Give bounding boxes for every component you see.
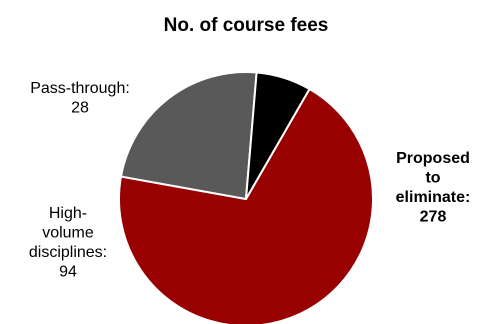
slice-label-2-line-2: volume xyxy=(42,225,94,242)
slice-label-3-line-1: Pass-through: xyxy=(30,80,130,97)
slice-label-1-line-3: eliminate: xyxy=(396,189,471,206)
slice-label-2: High-volume disciplines: 94 xyxy=(29,205,107,281)
slice-label-1: Proposed to eliminate: 278 xyxy=(396,150,471,226)
slice-label-3-line-2: 28 xyxy=(71,100,89,117)
slice-label-1-line-1: Proposed xyxy=(396,150,470,167)
pie-labels: Proposed to eliminate: 278 High-volume discip… xyxy=(29,80,470,281)
chart-title: No. of course fees xyxy=(164,15,329,36)
pie-slice-2 xyxy=(120,71,258,200)
slice-label-2-line-4: 94 xyxy=(59,264,77,281)
slice-label-2-line-1: High- xyxy=(49,205,87,222)
pie-slice-3 xyxy=(245,71,311,200)
slice-label-2-line-3: disciplines: xyxy=(29,244,107,261)
slice-label-1-line-4: 278 xyxy=(420,209,447,226)
slice-label-1-line-2: to xyxy=(425,170,440,187)
pie-slice-1 xyxy=(118,88,374,324)
pie-slices xyxy=(118,71,374,324)
slice-label-3: Pass-through: 28 xyxy=(30,80,130,117)
